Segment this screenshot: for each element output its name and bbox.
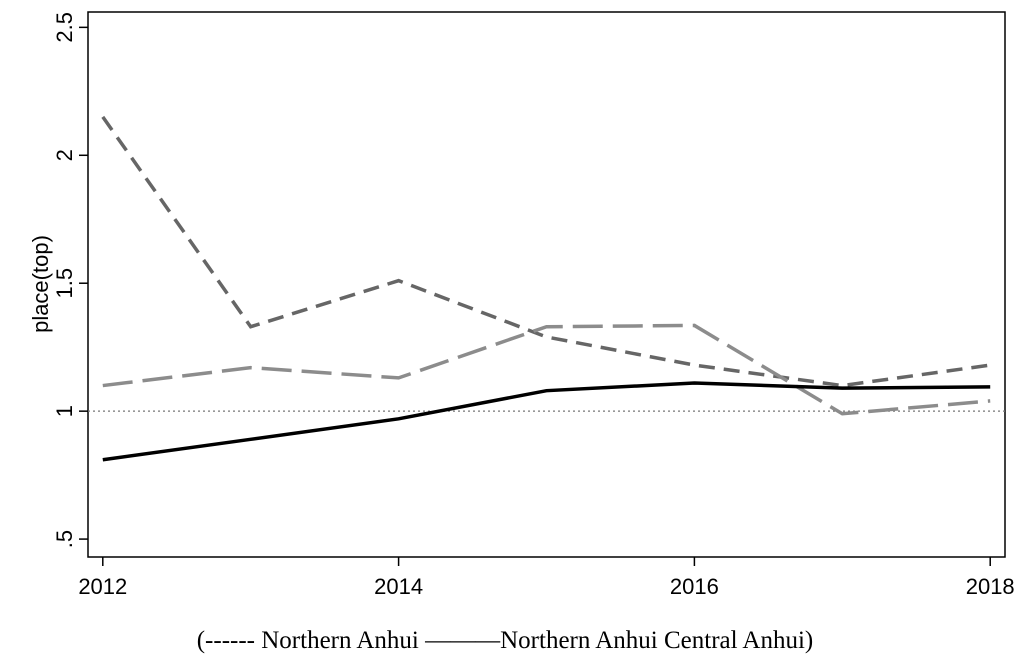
x-tick-label: 2018 [966,574,1015,599]
y-tick-label: 1 [52,405,77,417]
x-tick-label: 2012 [78,574,127,599]
y-tick-label: .5 [52,530,77,548]
plot-frame [87,11,1006,558]
series-line [102,323,991,416]
y-tick-label: 1.5 [52,268,77,299]
series-line [101,115,991,388]
caption: (------ Northern Anhui ———Northern Anhui… [197,627,814,654]
x-tick-label: 2016 [670,574,719,599]
x-tick-label: 2014 [374,574,423,599]
series-line [102,381,991,462]
y-axis-title: place(top) [28,235,53,333]
y-tick-label: 2.5 [52,12,77,43]
y-tick-label: 2 [52,149,77,161]
